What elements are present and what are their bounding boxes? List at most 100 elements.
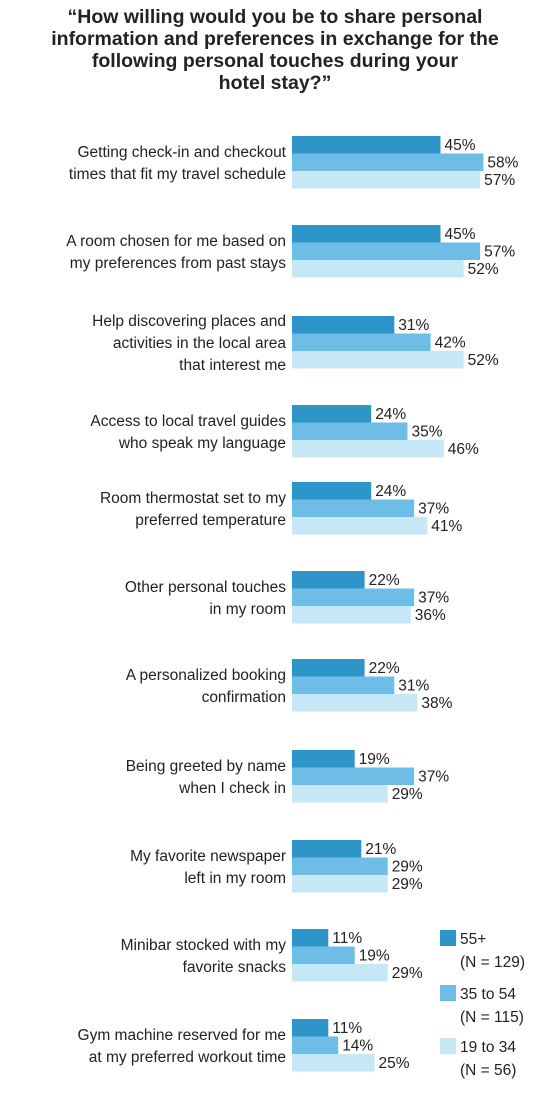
- bar-55-plus: [292, 405, 372, 423]
- bar-19-to-34: [292, 964, 388, 982]
- value-label: 11%: [332, 930, 362, 947]
- chart-title-line: information and preferences in exchange …: [51, 28, 499, 50]
- category-label: Help discovering places and: [92, 313, 286, 330]
- bar-35-to-54: [292, 946, 355, 964]
- bar-19-to-34: [292, 351, 464, 369]
- bars-layer: [292, 136, 484, 1072]
- category-label: when I check in: [178, 780, 286, 797]
- chart-title-line: following personal touches during your: [91, 50, 459, 72]
- category-label: A personalized booking: [126, 667, 286, 684]
- value-label: 11%: [332, 1020, 362, 1037]
- category-label: My favorite newspaper: [130, 848, 286, 865]
- value-label: 24%: [375, 483, 406, 500]
- legend-sample-size: (N = 56): [460, 1062, 516, 1079]
- bar-35-to-54: [292, 499, 415, 517]
- category-label: Minibar stocked with my: [121, 937, 287, 954]
- category-label: confirmation: [202, 689, 286, 706]
- bar-19-to-34: [292, 694, 418, 712]
- value-label: 29%: [392, 786, 423, 803]
- bar-19-to-34: [292, 606, 411, 624]
- bar-35-to-54: [292, 767, 415, 785]
- value-label: 22%: [369, 660, 400, 677]
- category-label: Being greeted by name: [126, 758, 286, 775]
- value-label: 14%: [342, 1038, 373, 1055]
- value-label: 25%: [379, 1055, 410, 1072]
- value-label: 46%: [448, 441, 479, 458]
- chart-title-line: “How willing would you be to share perso…: [67, 6, 483, 28]
- value-label: 29%: [392, 859, 423, 876]
- bar-35-to-54: [292, 333, 431, 351]
- bar-19-to-34: [292, 785, 388, 803]
- bar-19-to-34: [292, 440, 444, 458]
- value-label: 58%: [487, 155, 518, 172]
- category-label: Gym machine reserved for me: [78, 1027, 286, 1044]
- bar-19-to-34: [292, 517, 428, 535]
- value-label: 57%: [484, 244, 515, 261]
- category-label: at my preferred workout time: [89, 1049, 286, 1066]
- legend-sample-size: (N = 129): [460, 954, 525, 971]
- value-label: 29%: [392, 965, 423, 982]
- value-label: 57%: [484, 172, 515, 189]
- value-label: 35%: [412, 424, 443, 441]
- bar-35-to-54: [292, 153, 484, 171]
- bar-55-plus: [292, 482, 372, 500]
- bar-55-plus: [292, 316, 395, 334]
- bar-55-plus: [292, 225, 441, 243]
- category-label: favorite snacks: [183, 959, 287, 976]
- bar-19-to-34: [292, 260, 464, 278]
- bar-55-plus: [292, 659, 365, 677]
- chart-title: “How willing would you be to share perso…: [0, 6, 550, 94]
- value-label: 37%: [418, 769, 449, 786]
- bar-55-plus: [292, 571, 365, 589]
- category-label: times that fit my travel schedule: [69, 166, 286, 183]
- value-label: 52%: [468, 352, 499, 369]
- value-label: 19%: [359, 948, 390, 965]
- value-label: 36%: [415, 607, 446, 624]
- bar-55-plus: [292, 840, 362, 858]
- category-label: who speak my language: [118, 435, 286, 452]
- value-label: 31%: [398, 678, 429, 695]
- bar-35-to-54: [292, 588, 415, 606]
- bar-35-to-54: [292, 1036, 339, 1054]
- category-label: that interest me: [179, 357, 286, 374]
- bar-35-to-54: [292, 857, 388, 875]
- bar-35-to-54: [292, 422, 408, 440]
- category-labels: Getting check-in and checkout times that …: [66, 144, 286, 1066]
- legend-series-name: 35 to 54: [460, 986, 516, 1003]
- value-label: 45%: [445, 137, 476, 154]
- legend-swatch: [440, 930, 456, 946]
- value-label: 38%: [421, 695, 452, 712]
- legend-series-name: 55+: [460, 931, 486, 948]
- bar-19-to-34: [292, 1054, 375, 1072]
- value-label: 45%: [445, 226, 476, 243]
- bar-55-plus: [292, 929, 329, 947]
- value-labels: 45%58%57%45%57%52%31%42%52%24%35%46%24%3…: [332, 137, 518, 1072]
- category-label: Access to local travel guides: [90, 413, 286, 430]
- value-label: 29%: [392, 876, 423, 893]
- legend-series-name: 19 to 34: [460, 1039, 516, 1056]
- value-label: 22%: [369, 572, 400, 589]
- chart-title-line: hotel stay?”: [218, 72, 332, 94]
- value-label: 42%: [435, 335, 466, 352]
- category-label: Other personal touches: [125, 579, 286, 596]
- category-label: A room chosen for me based on: [66, 233, 286, 250]
- legend-swatch: [440, 1038, 456, 1054]
- value-label: 21%: [365, 841, 396, 858]
- category-label: Room thermostat set to my: [100, 490, 286, 507]
- value-label: 31%: [398, 317, 429, 334]
- category-label: activities in the local area: [113, 335, 287, 352]
- bar-35-to-54: [292, 242, 481, 260]
- bar-19-to-34: [292, 875, 388, 893]
- value-label: 37%: [418, 501, 449, 518]
- category-label: my preferences from past stays: [70, 255, 286, 272]
- bar-19-to-34: [292, 171, 481, 189]
- value-label: 52%: [468, 261, 499, 278]
- category-label: in my room: [209, 601, 286, 618]
- bar-55-plus: [292, 136, 441, 154]
- value-label: 37%: [418, 590, 449, 607]
- value-label: 41%: [431, 518, 462, 535]
- bar-55-plus: [292, 750, 355, 768]
- category-label: Getting check-in and checkout: [77, 144, 286, 161]
- category-label: left in my room: [184, 870, 286, 887]
